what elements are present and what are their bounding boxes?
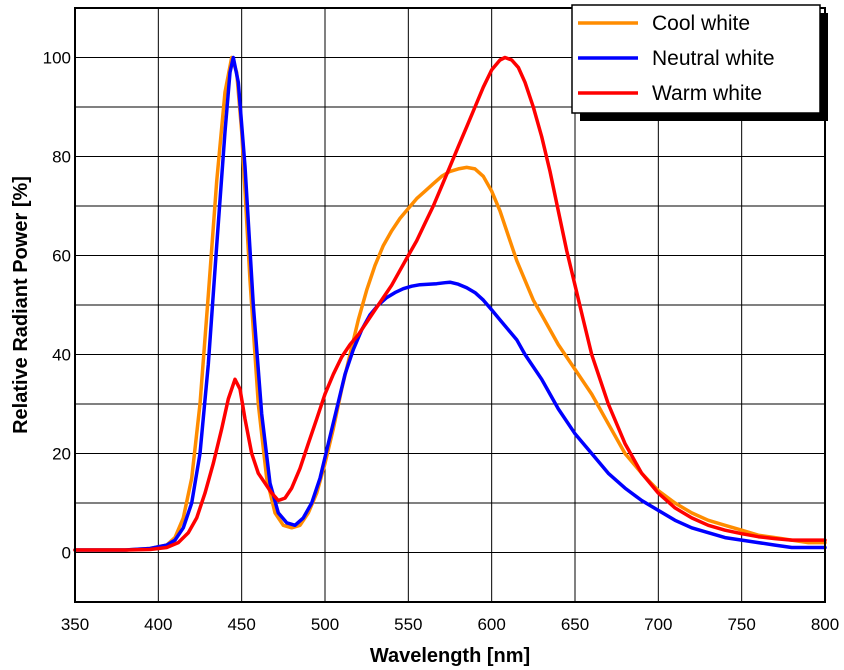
plot-frame	[74, 7, 826, 603]
series-line-neutral-white	[73, 55, 827, 552]
y-tick-labels: 0 20 40 60 80 100	[43, 49, 71, 563]
x-tick-labels: 350 400 450 500 550 600 650 700 750 800	[61, 615, 839, 634]
legend-label: Neutral white	[652, 47, 775, 70]
x-tick-label: 650	[561, 615, 589, 634]
legend-label: Cool white	[652, 12, 750, 35]
y-tick-label: 20	[52, 445, 71, 464]
y-axis-label: Relative Radiant Power [%]	[10, 176, 32, 434]
y-tick-label: 0	[62, 544, 71, 563]
series-line-warm-white	[73, 55, 827, 552]
y-tick-label: 100	[43, 49, 71, 68]
x-tick-label: 350	[61, 615, 89, 634]
x-tick-label: 700	[644, 615, 672, 634]
series-line-cool-white	[73, 55, 827, 552]
x-tick-label: 500	[311, 615, 339, 634]
series-lines	[73, 55, 827, 552]
legend-label: Warm white	[652, 82, 762, 105]
x-axis-label: Wavelength [nm]	[370, 645, 530, 667]
y-tick-label: 80	[52, 148, 71, 167]
x-tick-label: 400	[144, 615, 172, 634]
y-tick-label: 60	[52, 247, 71, 266]
x-tick-label: 600	[477, 615, 505, 634]
y-tick-label: 40	[52, 346, 71, 365]
legend: Cool white Neutral white Warm white	[571, 4, 828, 121]
x-tick-label: 750	[727, 615, 755, 634]
x-tick-label: 800	[811, 615, 839, 634]
x-tick-label: 450	[227, 615, 255, 634]
x-tick-label: 550	[394, 615, 422, 634]
